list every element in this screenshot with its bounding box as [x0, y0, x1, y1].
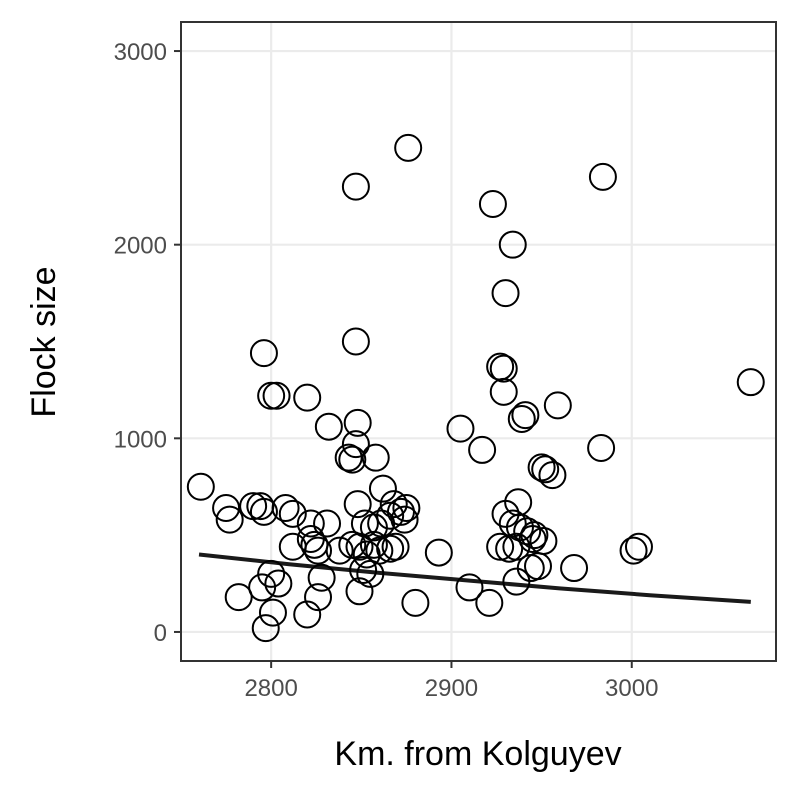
- data-point: [212, 494, 241, 523]
- y-axis-title: Flock size: [25, 266, 63, 417]
- data-point: [345, 532, 374, 561]
- data-point: [507, 404, 536, 433]
- data-point: [264, 569, 293, 598]
- data-point: [531, 455, 560, 484]
- data-point: [359, 530, 388, 559]
- data-point: [394, 133, 423, 162]
- data-point: [588, 162, 617, 191]
- data-point: [513, 517, 542, 546]
- data-point: [511, 401, 540, 430]
- data-point: [271, 494, 300, 523]
- data-point: [224, 583, 253, 612]
- data-point: [538, 461, 567, 490]
- data-point: [543, 391, 572, 420]
- data-point: [524, 552, 552, 581]
- data-point: [304, 583, 333, 612]
- data-point: [486, 532, 515, 561]
- data-point: [356, 559, 385, 588]
- data-point: [401, 588, 430, 617]
- data-point: [379, 490, 408, 519]
- data-point: [518, 525, 547, 554]
- data-point: [736, 368, 765, 397]
- data-point: [502, 567, 531, 596]
- data-points: [186, 133, 765, 643]
- data-point: [338, 445, 367, 474]
- data-point: [343, 490, 372, 519]
- data-point: [249, 497, 278, 526]
- data-point: [257, 559, 286, 588]
- data-point: [249, 339, 278, 368]
- data-point: [343, 408, 372, 437]
- data-point: [478, 190, 507, 219]
- data-point: [341, 327, 370, 356]
- trend-line-layer: [198, 552, 751, 604]
- data-point: [345, 577, 374, 606]
- data-point: [262, 381, 291, 410]
- data-point: [475, 588, 504, 617]
- data-point: [325, 536, 354, 565]
- data-point: [587, 434, 616, 462]
- data-point: [352, 540, 381, 569]
- data-point: [251, 614, 280, 643]
- data-point: [446, 414, 475, 443]
- data-point: [489, 377, 518, 406]
- tick-labels: 2800 2900 3000 0 1000 2000 3000: [114, 39, 659, 702]
- data-point: [381, 532, 410, 561]
- data-point: [624, 532, 653, 561]
- data-point: [349, 555, 378, 584]
- axis-ticks: [174, 50, 633, 668]
- data-point: [257, 381, 286, 410]
- data-point: [361, 443, 390, 472]
- data-point: [376, 501, 405, 530]
- data-point: [368, 474, 397, 503]
- data-point: [390, 505, 419, 534]
- data-point: [560, 554, 589, 583]
- plot-panel-border: [180, 21, 777, 662]
- data-point: [527, 453, 556, 482]
- data-point: [502, 532, 531, 561]
- data-point: [186, 472, 215, 501]
- data-point: [248, 573, 277, 602]
- data-point: [341, 172, 370, 201]
- data-point: [367, 509, 396, 538]
- data-point: [392, 494, 421, 523]
- data-point: [293, 600, 322, 629]
- data-point: [424, 538, 453, 567]
- x-axis-title: Km. from Kolguyev: [334, 735, 621, 773]
- y-tick-label: 1000: [114, 426, 167, 453]
- data-point: [215, 505, 244, 534]
- data-point: [258, 598, 287, 627]
- x-tick-label: 3000: [605, 675, 658, 702]
- y-tick-label: 2000: [114, 233, 167, 260]
- data-point: [341, 430, 370, 459]
- data-point: [296, 509, 325, 538]
- data-point: [304, 536, 333, 565]
- x-tick-label: 2900: [425, 675, 478, 702]
- x-tick-label: 2800: [244, 675, 297, 702]
- trend-line: [198, 552, 751, 604]
- y-tick-label: 3000: [114, 39, 167, 66]
- data-point: [293, 383, 322, 412]
- data-point: [307, 563, 336, 592]
- data-point: [489, 354, 518, 383]
- data-point: [455, 573, 484, 602]
- data-point: [334, 443, 363, 472]
- data-point: [498, 230, 527, 259]
- y-tick-label: 0: [154, 620, 167, 647]
- data-point: [468, 435, 497, 464]
- data-point: [619, 536, 648, 565]
- data-point: [313, 509, 342, 538]
- data-point: [491, 279, 520, 308]
- data-point: [314, 412, 343, 441]
- data-point: [278, 499, 307, 528]
